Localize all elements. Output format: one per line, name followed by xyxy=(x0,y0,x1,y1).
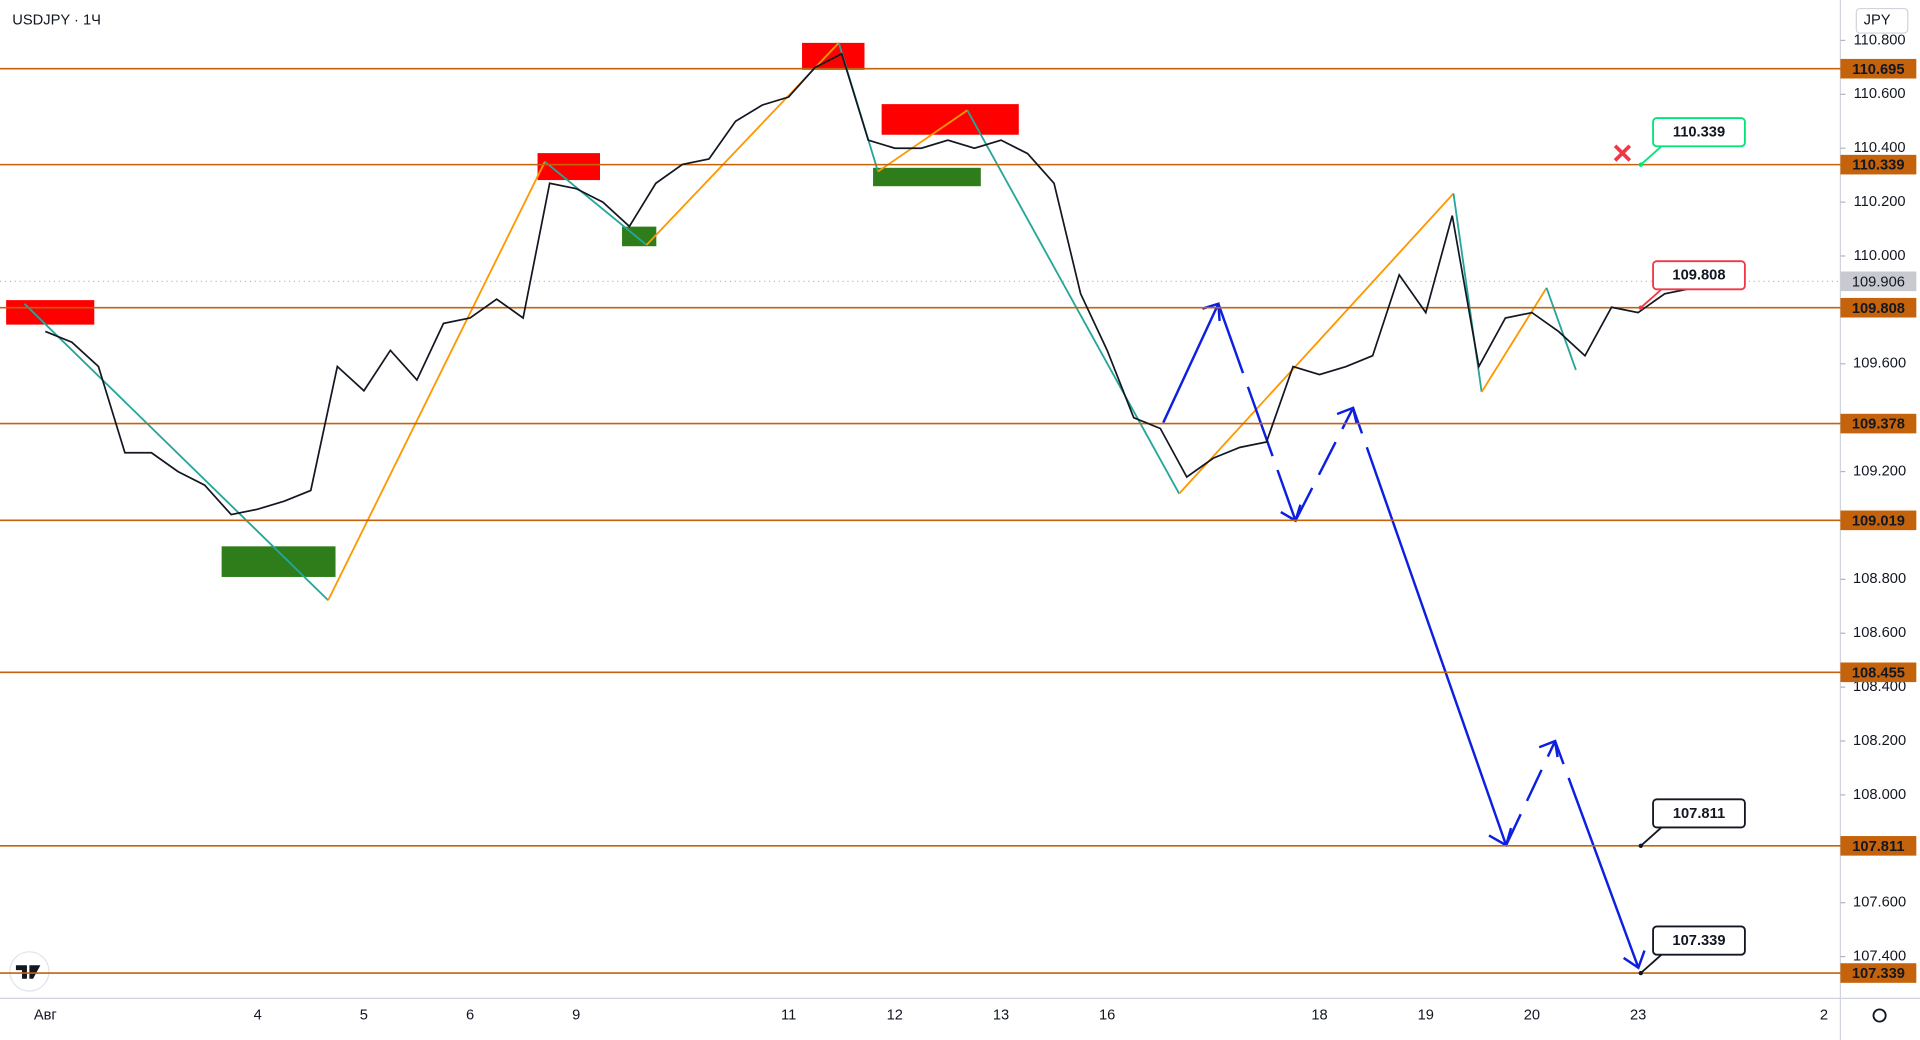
level-label: 110.339 xyxy=(1852,158,1904,174)
logo xyxy=(9,951,50,992)
level-badge xyxy=(1840,58,1917,79)
zigzag-up xyxy=(327,161,546,601)
forecast-leg xyxy=(1294,407,1355,522)
callout-label: 109.808 xyxy=(1672,268,1725,284)
level-badge xyxy=(1840,154,1917,175)
x-tick-label: 9 xyxy=(572,1007,580,1023)
callout-leader xyxy=(1640,144,1664,166)
supply-zone xyxy=(6,300,95,325)
callout-label: 110.339 xyxy=(1673,125,1725,141)
x-tick-label: Авг xyxy=(34,1007,57,1023)
forecast-leg xyxy=(1162,303,1220,424)
callout-leader xyxy=(1640,952,1664,974)
zigzag-down xyxy=(966,109,1180,495)
drawings xyxy=(6,42,1646,970)
price-line xyxy=(44,52,1692,516)
x-tick-label: 6 xyxy=(466,1007,474,1023)
zigzag-down xyxy=(23,303,329,601)
callout-box xyxy=(1652,117,1746,148)
level-label: 109.378 xyxy=(1852,417,1905,433)
forecast-path xyxy=(1162,302,1646,970)
x-tick-label: 19 xyxy=(1418,1007,1434,1023)
callout-box xyxy=(1652,798,1746,829)
arrow-head xyxy=(1538,739,1559,758)
callout-leader xyxy=(1640,825,1664,847)
y-tick-label: 110.600 xyxy=(1854,86,1906,102)
arrow-head xyxy=(1622,950,1646,970)
forecast-leg xyxy=(1505,740,1557,846)
x-tick-label: 18 xyxy=(1311,1007,1327,1023)
level-badge xyxy=(1840,836,1917,856)
y-tick-label: 107.600 xyxy=(1853,895,1906,911)
y-tick-label: 109.200 xyxy=(1853,463,1906,479)
y-tick-label: 110.800 xyxy=(1854,32,1906,48)
currency-button[interactable] xyxy=(1855,7,1909,34)
y-tick-label: 110.400 xyxy=(1854,140,1906,156)
level-label: 108.455 xyxy=(1852,665,1905,681)
zigzag-up xyxy=(1480,287,1548,393)
forecast-leg xyxy=(1553,740,1640,969)
arrow-head xyxy=(1336,406,1358,425)
x-tick-label: 12 xyxy=(887,1007,903,1023)
level-badge xyxy=(1840,510,1917,531)
cancel-mark xyxy=(1613,144,1632,162)
x-tick-label: 4 xyxy=(254,1007,262,1023)
zigzag-up xyxy=(1178,192,1455,495)
zigzag-down xyxy=(544,160,648,246)
chart-title: USDJPY · 1Ч xyxy=(12,13,101,29)
supply-zone xyxy=(802,42,865,70)
zigzag-down xyxy=(1545,287,1577,371)
level-badge xyxy=(1840,963,1917,983)
y-tick-label: 108.400 xyxy=(1853,679,1906,695)
x-tick-label: 5 xyxy=(360,1007,368,1023)
level-badge xyxy=(1840,413,1917,434)
demand-zone xyxy=(873,167,981,187)
x-tick-label: 16 xyxy=(1099,1007,1115,1023)
x-tick-label: 11 xyxy=(781,1007,796,1023)
logo-mark xyxy=(15,965,41,979)
callout-leader xyxy=(1640,287,1664,309)
y-tick-label: 108.800 xyxy=(1853,571,1906,587)
forecast-leg xyxy=(1217,303,1297,522)
last-price-badge xyxy=(1840,271,1917,292)
y-tick-label: 108.200 xyxy=(1853,733,1906,749)
settings-icon[interactable] xyxy=(1872,1008,1887,1023)
forecast-leg xyxy=(1351,407,1508,846)
y-tick-label: 108.000 xyxy=(1853,787,1906,803)
level-badge xyxy=(1840,662,1917,683)
x-tick-label: 23 xyxy=(1630,1007,1646,1023)
callout-label: 107.811 xyxy=(1673,806,1725,822)
supply-zone xyxy=(537,153,600,181)
y-tick-label: 107.400 xyxy=(1853,948,1906,964)
x-tick-label: 20 xyxy=(1524,1007,1540,1023)
level-label: 107.339 xyxy=(1852,966,1905,982)
y-tick-label: 110.000 xyxy=(1854,248,1906,264)
x-tick-label: 13 xyxy=(993,1007,1009,1023)
callout-label: 107.339 xyxy=(1672,933,1725,949)
level-label: 109.019 xyxy=(1852,513,1905,529)
callout-box xyxy=(1652,260,1746,291)
y-tick-label: 110.200 xyxy=(1854,194,1906,210)
supply-zone xyxy=(881,104,1019,135)
currency-label[interactable]: JPY xyxy=(1864,13,1891,29)
callout-box xyxy=(1652,925,1746,956)
y-tick-label: 109.600 xyxy=(1853,356,1906,372)
level-badge xyxy=(1840,297,1917,318)
level-label: 110.695 xyxy=(1852,62,1904,78)
y-tick-label: 108.600 xyxy=(1853,625,1906,641)
x-tick-label: 2 xyxy=(1820,1007,1828,1023)
level-label: 109.808 xyxy=(1852,301,1905,317)
last-price-label: 109.906 xyxy=(1852,274,1905,290)
zigzag-up xyxy=(877,109,968,173)
settings-gear[interactable] xyxy=(1872,1008,1887,1023)
level-label: 107.811 xyxy=(1852,839,1904,855)
